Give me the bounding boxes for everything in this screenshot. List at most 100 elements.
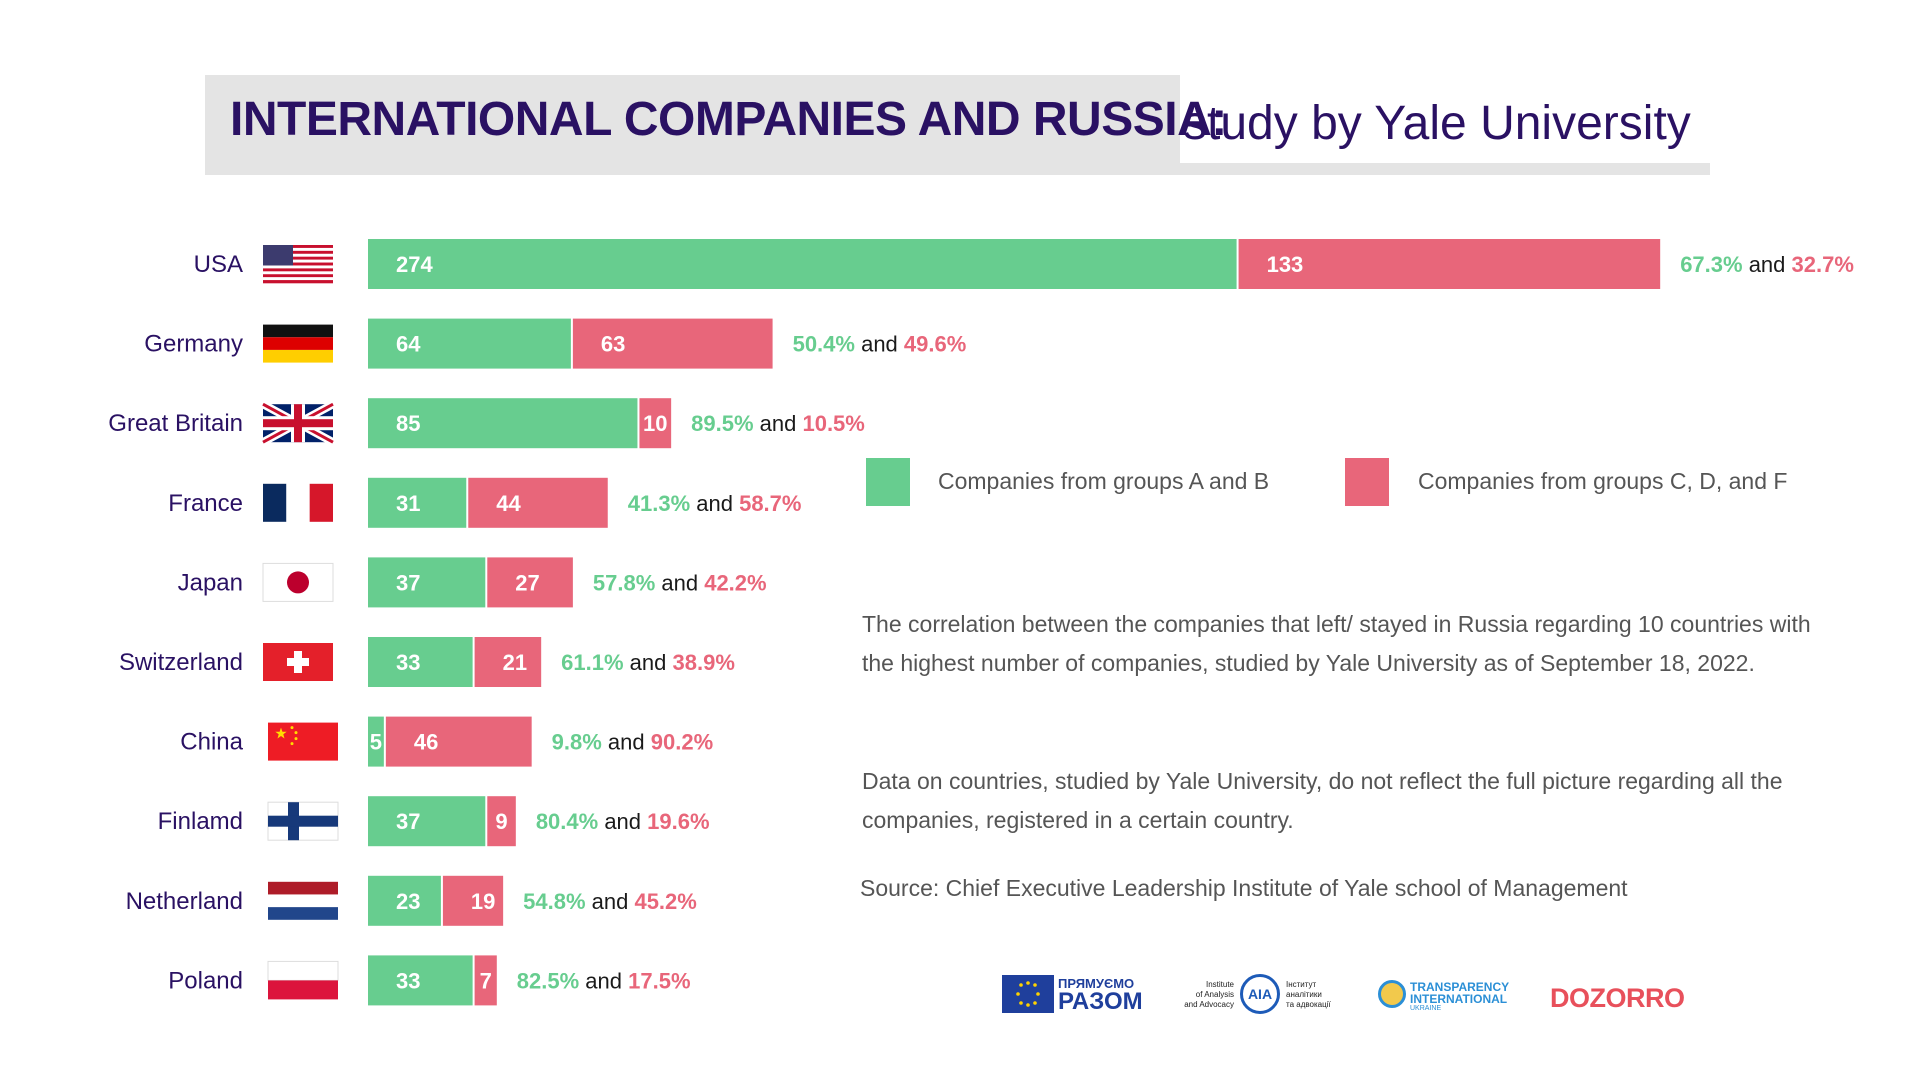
percent-label: 61.1% and 38.9% [561, 650, 735, 675]
percent-ab: 54.8% [523, 889, 585, 914]
aia-right-text: Інститут аналітики та адвокації [1286, 980, 1331, 1010]
bar-segment-ab [368, 637, 473, 687]
china-flag-icon [268, 722, 338, 761]
bar-segment-ab [368, 318, 571, 369]
percent-ab: 61.1% [561, 650, 623, 675]
value-label-cdf: 63 [601, 332, 625, 357]
dozorro-logo: DOZORRO [1550, 983, 1685, 1013]
aia-left-line: and Advocacy [1184, 1000, 1234, 1009]
category-label: Switzerland [119, 649, 243, 676]
value-label-cdf: 19 [471, 889, 495, 914]
category-label: France [168, 490, 243, 517]
chart-row: Switzerland 33 21 61.1% and 38.9% [119, 637, 735, 687]
percent-label: 41.3% and 58.7% [628, 491, 802, 516]
value-label-ab: 23 [396, 889, 420, 914]
percent-cdf: 90.2% [651, 730, 713, 755]
pryamuemo-razom-logo: ПРЯМУЄМО РАЗОМ [1002, 975, 1147, 1015]
title-bold: INTERNATIONAL COMPANIES AND RUSSIA: [230, 93, 1227, 146]
value-label-ab: 64 [396, 332, 421, 357]
uk-flag-icon [261, 400, 335, 446]
usa-flag-icon [263, 245, 333, 284]
value-label-cdf: 9 [495, 809, 507, 834]
value-label-cdf: 7 [480, 968, 492, 993]
value-label-ab: 33 [396, 650, 420, 675]
transparency-international-logo: TRANSPARENCY INTERNATIONAL UKRAINE [1378, 978, 1518, 1018]
percent-label: 54.8% and 45.2% [523, 889, 697, 914]
bar-segment-cdf [639, 398, 672, 449]
percent-label: 57.8% and 42.2% [593, 570, 767, 595]
percent-joiner: and [1743, 252, 1792, 277]
netherlands-flag-icon [268, 881, 338, 920]
chart-row: China 5 46 9.8% and 90.2% [180, 716, 713, 767]
bar-segment-ab [368, 955, 473, 1006]
ti-globe-icon [1378, 980, 1406, 1008]
category-label: Germany [144, 331, 243, 358]
percent-ab: 50.4% [793, 332, 855, 357]
aia-left-line: of Analysis [1195, 990, 1234, 999]
percent-cdf: 32.7% [1792, 252, 1854, 277]
chart-row: USA 274 133 67.3% and 32.7% [194, 239, 1854, 289]
chart-row: Finlamd 37 9 80.4% and 19.6% [158, 796, 710, 847]
percent-joiner: and [579, 968, 628, 993]
percent-ab: 82.5% [517, 968, 579, 993]
ti-line-1: TRANSPARENCY [1410, 980, 1510, 994]
bar-segment-ab [368, 239, 1237, 289]
aia-circle-icon: AIA [1240, 974, 1280, 1014]
eu-flag-icon [1002, 975, 1054, 1013]
percent-joiner: and [690, 491, 739, 516]
bar-segment-ab [368, 875, 441, 926]
bar-segment-cdf [487, 796, 516, 847]
value-label-ab: 85 [396, 411, 420, 436]
switzerland-flag-icon [263, 643, 333, 681]
germany-flag-icon [263, 324, 333, 363]
bar-segment-ab [368, 716, 384, 767]
category-label: China [180, 729, 243, 756]
value-label-ab: 37 [396, 570, 420, 595]
value-label-ab: 5 [370, 730, 382, 755]
bar-segment-cdf [572, 318, 773, 369]
percent-cdf: 42.2% [704, 570, 766, 595]
category-label: Great Britain [108, 410, 243, 437]
percent-ab: 80.4% [536, 809, 598, 834]
chart-row: Germany 64 63 50.4% and 49.6% [144, 318, 967, 369]
bar-segment-cdf [468, 477, 608, 528]
france-flag-icon [263, 483, 333, 522]
bar-segment-ab [368, 796, 486, 847]
value-label-cdf: 10 [643, 411, 667, 436]
bar-segment-cdf [1238, 239, 1661, 289]
chart-row: Great Britain 85 10 89.5% and 10.5% [108, 398, 865, 449]
bar-segment-cdf [385, 716, 532, 767]
value-label-ab: 37 [396, 809, 420, 834]
bar-segment-cdf [474, 637, 542, 687]
legend-swatch-cdf [1345, 458, 1389, 506]
value-label-ab: 33 [396, 968, 420, 993]
percent-ab: 89.5% [691, 411, 753, 436]
chart-row: France 31 44 41.3% and 58.7% [168, 477, 802, 528]
percent-label: 89.5% and 10.5% [691, 411, 865, 436]
percent-cdf: 17.5% [628, 968, 690, 993]
legend-label-ab: Companies from groups A and B [938, 468, 1270, 494]
poland-flag-icon [267, 960, 339, 1000]
percent-label: 82.5% and 17.5% [517, 968, 691, 993]
value-label-cdf: 46 [414, 730, 438, 755]
percent-joiner: and [754, 411, 803, 436]
percent-ab: 41.3% [628, 491, 690, 516]
value-label-cdf: 21 [503, 650, 527, 675]
value-label-cdf: 27 [515, 570, 539, 595]
percent-cdf: 49.6% [904, 332, 966, 357]
percent-label: 50.4% and 49.6% [793, 332, 967, 357]
percent-cdf: 10.5% [802, 411, 864, 436]
category-label: Poland [168, 967, 243, 994]
finland-flag-icon [267, 801, 339, 841]
percent-label: 9.8% and 90.2% [552, 730, 713, 755]
chart-row: Japan 37 27 57.8% and 42.2% [178, 557, 767, 608]
percent-joiner: and [855, 332, 904, 357]
value-label-cdf: 44 [496, 491, 521, 516]
aia-right-line: Інститут [1286, 980, 1317, 989]
bar-segment-cdf [474, 955, 497, 1006]
percent-ab: 67.3% [1680, 252, 1742, 277]
chart-row: Poland 33 7 82.5% and 17.5% [168, 955, 691, 1006]
percent-joiner: and [655, 570, 704, 595]
legend-label-cdf: Companies from groups C, D, and F [1418, 468, 1788, 494]
